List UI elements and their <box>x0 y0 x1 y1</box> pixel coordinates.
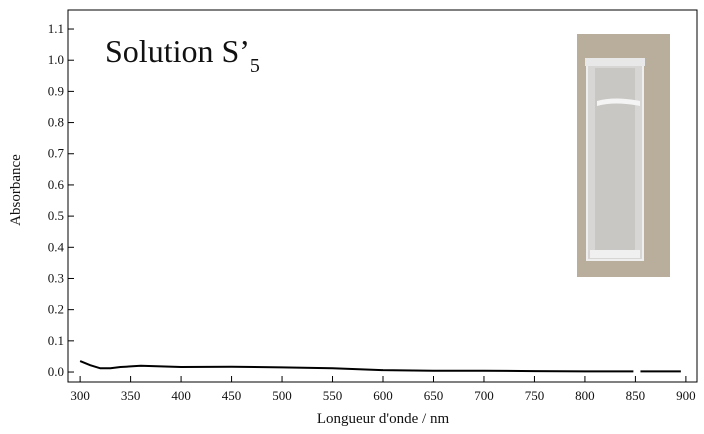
x-tick-label: 800 <box>575 388 595 403</box>
x-tick-label: 700 <box>474 388 494 403</box>
x-tick-label: 350 <box>121 388 141 403</box>
y-tick-label: 1.0 <box>48 52 64 67</box>
y-tick-label: 0.3 <box>48 270 64 285</box>
title-subscript: 5 <box>250 55 260 77</box>
x-tick-label: 850 <box>626 388 646 403</box>
y-tick-label: 0.2 <box>48 302 64 317</box>
cuvette-photo <box>577 34 670 277</box>
y-tick-label: 0.8 <box>48 115 64 130</box>
chart-title: Solution S’5 <box>105 33 260 76</box>
x-tick-label: 400 <box>171 388 191 403</box>
y-axis-label: Absorbance <box>8 154 24 226</box>
x-axis-label: Longueur d'onde / nm <box>317 411 450 427</box>
y-tick-label: 0.0 <box>48 364 64 379</box>
y-tick-label: 0.7 <box>48 146 65 161</box>
title-main: Solution S’ <box>105 33 250 69</box>
plot-frame <box>67 9 698 383</box>
spectrum-line <box>79 360 681 373</box>
y-tick-label: 1.1 <box>48 21 64 36</box>
x-tick-label: 650 <box>424 388 444 403</box>
x-tick-label: 300 <box>70 388 90 403</box>
y-tick-label: 0.1 <box>48 333 64 348</box>
x-tick-label: 550 <box>323 388 343 403</box>
x-tick-label: 900 <box>676 388 696 403</box>
x-tick-label: 500 <box>272 388 292 403</box>
y-tick-label: 0.9 <box>48 83 64 98</box>
x-tick-label: 750 <box>525 388 545 403</box>
y-tick-label: 0.5 <box>48 208 64 223</box>
y-tick-label: 0.4 <box>48 239 65 254</box>
x-tick-label: 450 <box>222 388 242 403</box>
y-tick-label: 0.6 <box>48 177 65 192</box>
x-tick-label: 600 <box>373 388 393 403</box>
